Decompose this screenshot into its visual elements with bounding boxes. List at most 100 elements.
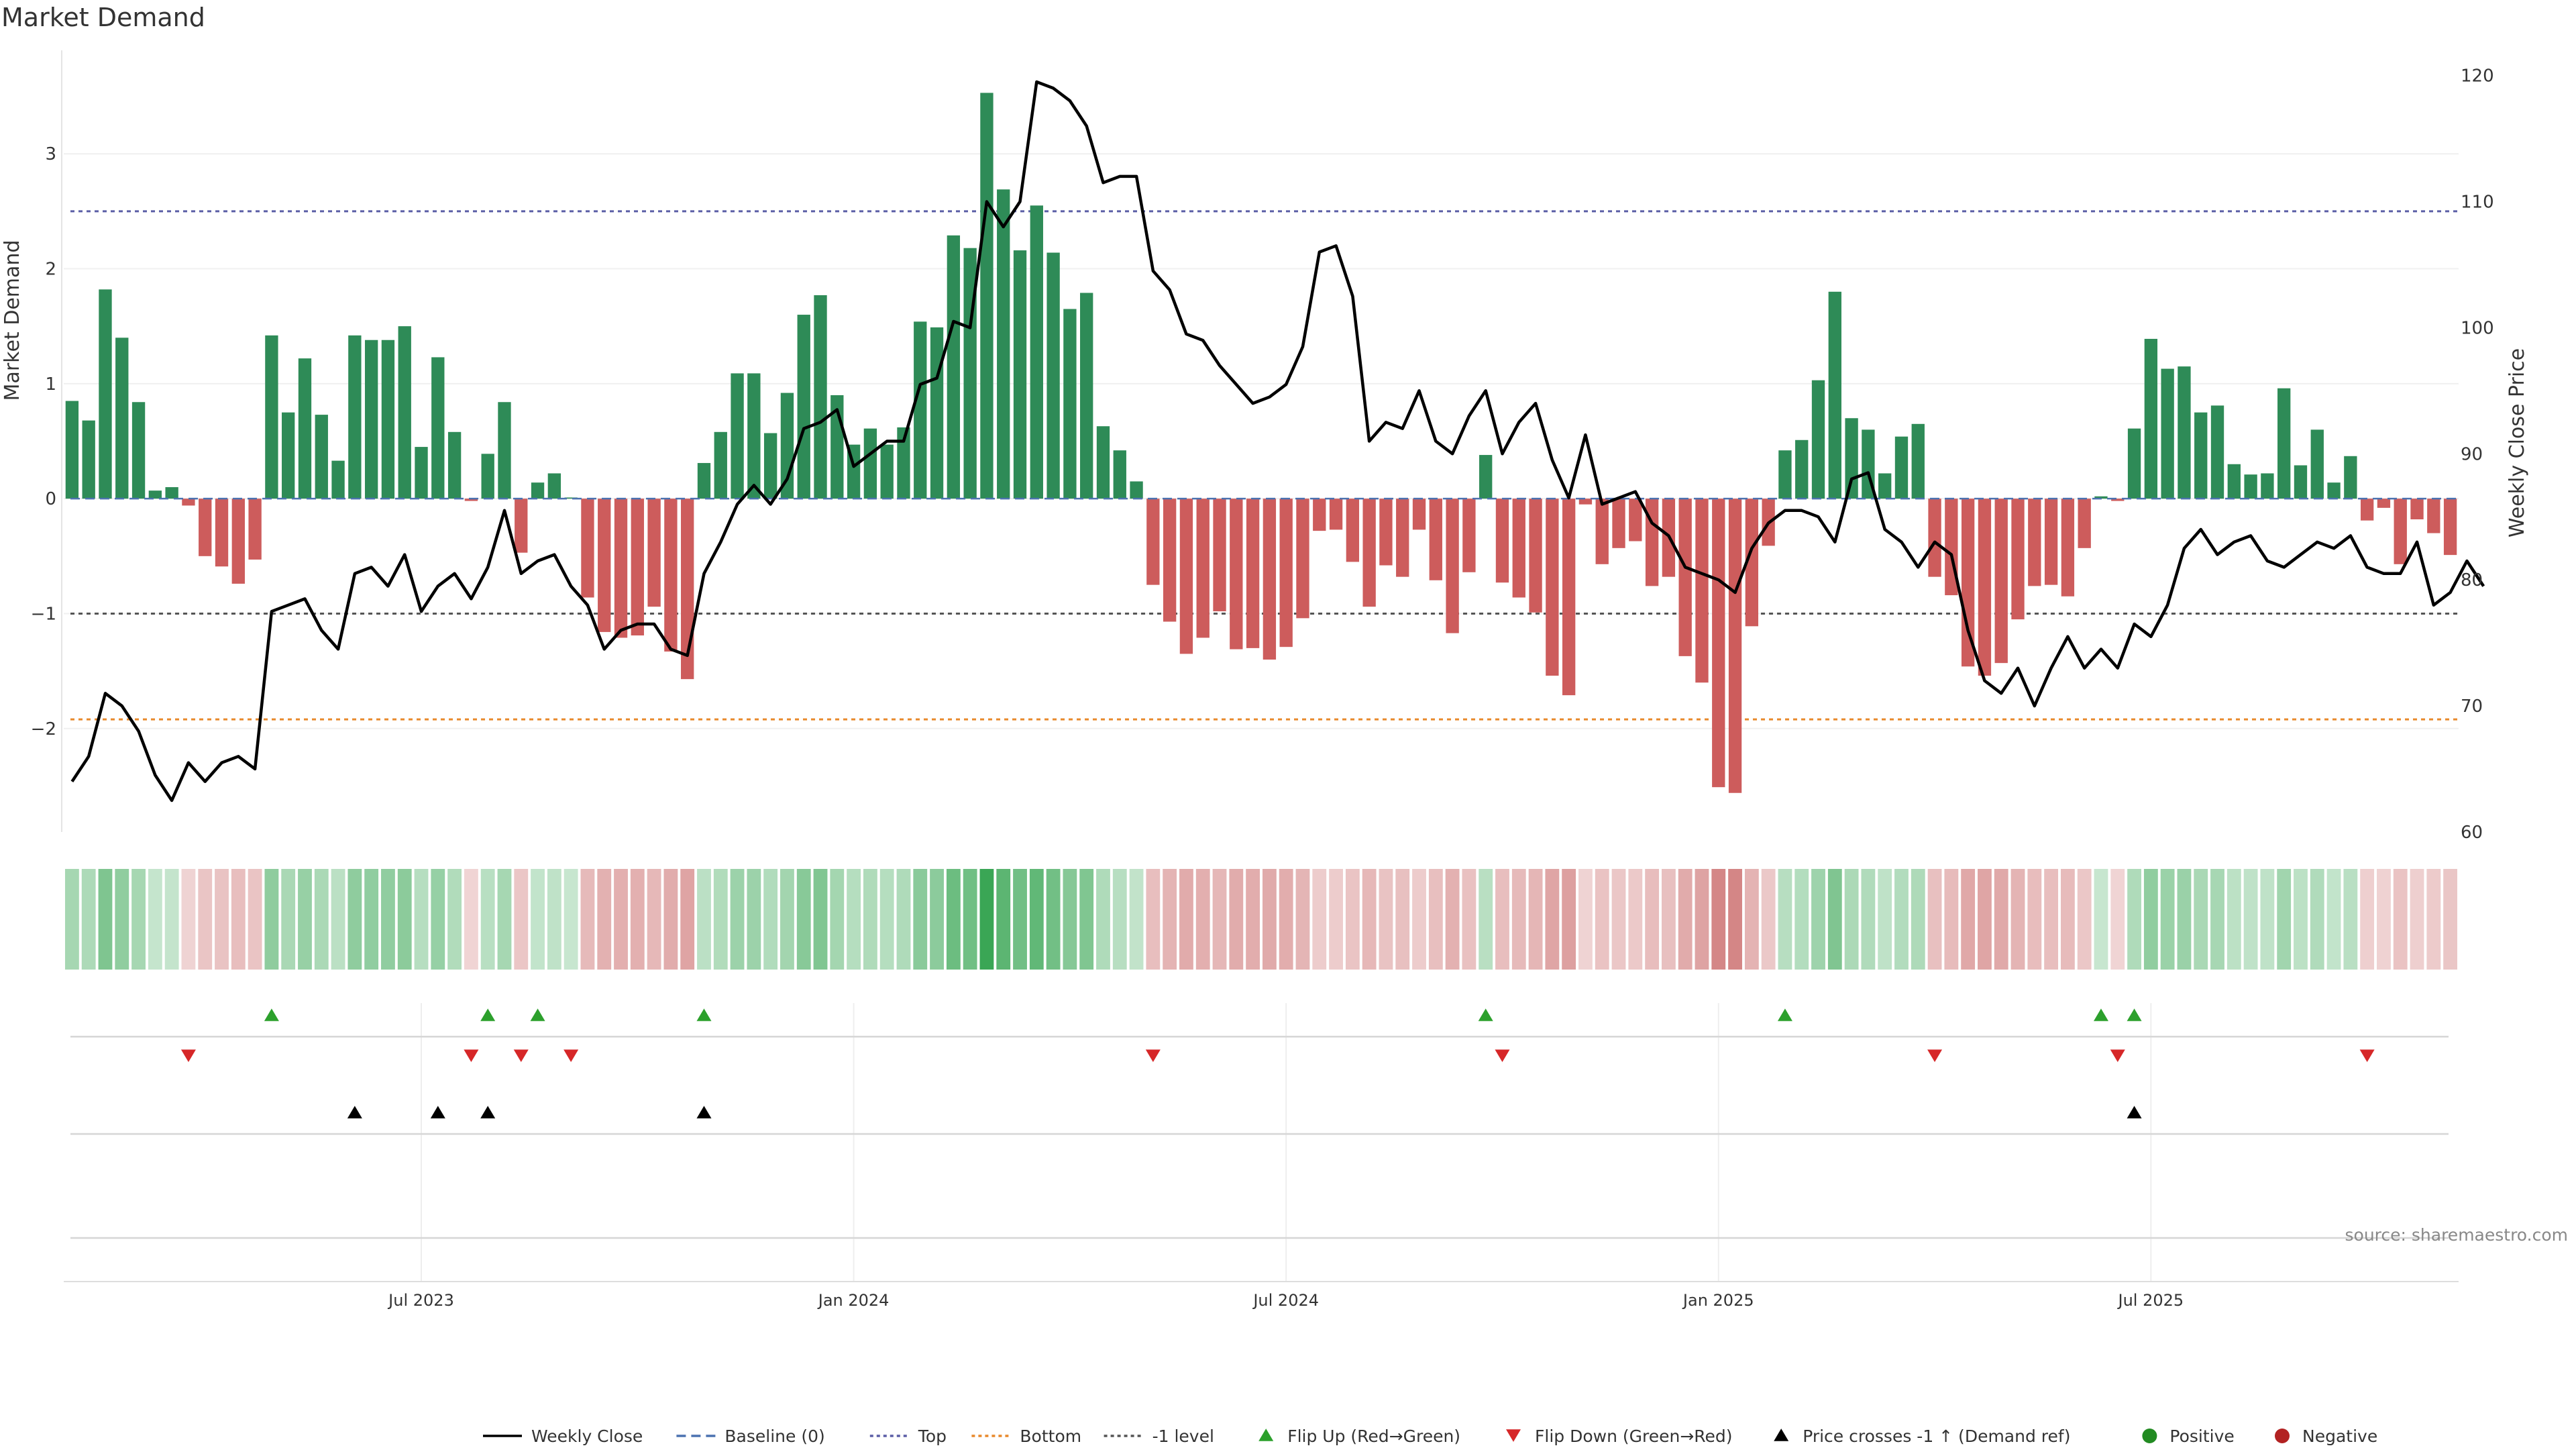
demand-bar	[1379, 499, 1393, 566]
heat-cell	[2243, 869, 2258, 970]
heat-cell	[780, 869, 794, 970]
heat-cell	[647, 869, 661, 970]
heat-cell	[2360, 869, 2375, 970]
heat-cell	[1212, 869, 1227, 970]
heat-cell	[2010, 869, 2025, 970]
heat-cell	[514, 869, 529, 970]
demand-bar	[947, 235, 961, 499]
heat-cell	[1562, 869, 1576, 970]
demand-bar	[199, 499, 212, 556]
source-note: source: sharemaestro.com	[2345, 1225, 2569, 1245]
x-tick-label: Jul 2024	[1252, 1291, 1319, 1310]
demand-bar	[863, 428, 877, 499]
demand-bar	[1845, 418, 1858, 499]
heat-cell	[1728, 869, 1742, 970]
flip-up-marker	[530, 1008, 545, 1021]
heat-cell	[713, 869, 728, 970]
heat-cell	[1894, 869, 1909, 970]
demand-bar	[1396, 499, 1409, 577]
x-tick-label: Jan 2024	[817, 1291, 890, 1310]
demand-bar	[1046, 252, 1060, 499]
demand-bar	[265, 335, 278, 499]
demand-bar	[2443, 499, 2457, 556]
heat-cell	[1329, 869, 1343, 970]
demand-bar	[1030, 205, 1043, 499]
heat-cell	[364, 869, 379, 970]
legend-label: Bottom	[1020, 1427, 1081, 1446]
x-tick-label: Jul 2025	[2117, 1291, 2184, 1310]
demand-bar	[2144, 339, 2158, 499]
demand-bar	[115, 338, 129, 499]
demand-bar	[2127, 428, 2141, 499]
heat-cell	[464, 869, 478, 970]
demand-bar	[1978, 499, 1992, 676]
heat-cell	[2127, 869, 2141, 970]
flip-up-marker	[2093, 1008, 2108, 1021]
demand-bar	[2310, 429, 2324, 499]
x-tick-label: Jan 2025	[1682, 1291, 1754, 1310]
flip-down-marker	[2110, 1049, 2125, 1062]
right-tick-label: 100	[2461, 318, 2494, 338]
heat-cell	[431, 869, 445, 970]
demand-bar	[99, 289, 112, 499]
heat-cell	[1528, 869, 1543, 970]
demand-bar	[1911, 423, 1925, 499]
demand-bar	[2210, 405, 2224, 499]
heat-cell	[1961, 869, 1976, 970]
demand-bar	[697, 463, 711, 499]
demand-bar	[348, 335, 362, 499]
heat-cell	[2110, 869, 2125, 970]
heat-cell	[397, 869, 412, 970]
heat-cell	[1312, 869, 1327, 970]
heat-cell	[963, 869, 977, 970]
demand-bar	[1113, 450, 1126, 499]
legend-swatch	[1258, 1429, 1274, 1441]
heat-cell	[879, 869, 894, 970]
demand-bar	[1795, 439, 1809, 499]
heat-cell	[2377, 869, 2391, 970]
heat-cell	[1978, 869, 1992, 970]
heat-cell	[1279, 869, 1293, 970]
heat-cell	[131, 869, 146, 970]
heat-cell	[747, 869, 761, 970]
heat-cell	[1246, 869, 1260, 970]
demand-bar	[1313, 499, 1326, 531]
demand-bar	[1329, 499, 1343, 530]
heat-cell	[1711, 869, 1726, 970]
heat-cell	[2044, 869, 2059, 970]
heat-cell	[1445, 869, 1460, 970]
demand-bar	[2327, 482, 2341, 499]
demand-bar	[1495, 499, 1509, 583]
heat-cell	[2027, 869, 2042, 970]
heat-cell	[2226, 869, 2241, 970]
right-tick-label: 120	[2461, 66, 2494, 87]
heat-cell	[1345, 869, 1360, 970]
heat-cell	[314, 869, 329, 970]
demand-bar	[1163, 499, 1177, 622]
demand-bar	[1878, 473, 1892, 499]
demand-bar	[880, 444, 894, 499]
demand-bar	[1130, 481, 1143, 499]
demand-bar	[1479, 455, 1493, 499]
heat-cell	[381, 869, 395, 970]
heat-cell	[98, 869, 113, 970]
heat-cell	[580, 869, 595, 970]
demand-bar	[1961, 499, 1975, 667]
legend-label: Flip Up (Red→Green)	[1287, 1427, 1460, 1446]
heat-cell	[1112, 869, 1127, 970]
legend-swatch	[2142, 1429, 2157, 1443]
heat-cell	[1761, 869, 1776, 970]
heat-cell	[1794, 869, 1809, 970]
demand-bar	[647, 499, 661, 607]
heat-cell	[697, 869, 711, 970]
demand-bar	[1994, 499, 2008, 664]
heat-cell	[164, 869, 179, 970]
demand-bar	[415, 447, 428, 499]
demand-bar	[531, 482, 545, 499]
heat-cell	[1578, 869, 1593, 970]
price-cross-marker	[2127, 1106, 2142, 1119]
heat-cell	[1412, 869, 1426, 970]
heat-cell	[1611, 869, 1626, 970]
demand-bar	[814, 295, 827, 499]
